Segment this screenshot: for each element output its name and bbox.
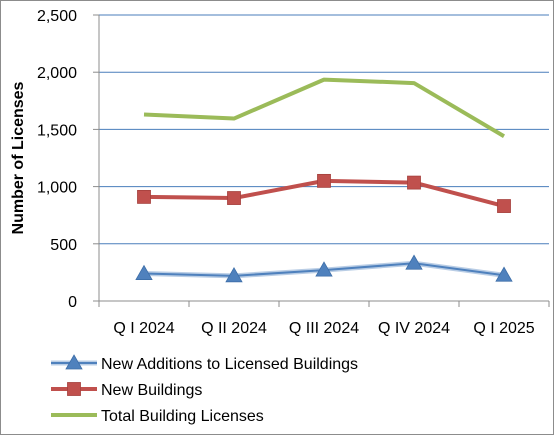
- legend-item: New Additions to Licensed Buildings: [51, 354, 358, 373]
- legend-label: New Buildings: [101, 382, 202, 399]
- series-new-additions-to-licensed-buildings: [135, 254, 513, 283]
- square-marker: [497, 199, 511, 213]
- square-marker: [317, 173, 331, 188]
- series-lines: [135, 77, 513, 283]
- y-tick-label: 500: [50, 237, 77, 254]
- square-marker: [67, 382, 81, 396]
- y-tick-label: 1,000: [37, 180, 77, 197]
- legend-label: New Additions to Licensed Buildings: [101, 356, 358, 373]
- legend-item: New Buildings: [51, 382, 202, 399]
- triangle-marker: [495, 266, 513, 282]
- x-tick-label: Q I 2024: [113, 320, 174, 337]
- legend-item: Total Building Licenses: [51, 408, 264, 425]
- triangle-marker: [225, 267, 243, 283]
- triangle-marker: [405, 254, 423, 270]
- legend-label: Total Building Licenses: [101, 408, 264, 425]
- y-tick-label: 0: [68, 294, 77, 311]
- square-marker: [137, 189, 151, 204]
- square-marker: [227, 191, 241, 205]
- triangle-marker: [135, 264, 153, 280]
- legend: New Additions to Licensed Buildings New B…: [51, 354, 358, 425]
- y-tick-labels: 0 500 1,000 1,500 2,000 2,500: [37, 8, 77, 311]
- triangle-marker: [315, 261, 333, 277]
- axes: [93, 14, 550, 307]
- y-tick-label: 1,500: [37, 122, 77, 139]
- gridlines: [99, 14, 549, 245]
- y-tick-label: 2,000: [37, 65, 77, 82]
- series-line: [143, 77, 506, 138]
- x-tick-labels: Q I 2024 Q II 2024 Q III 2024 Q IV 2024 Q I …: [113, 320, 534, 337]
- x-tick-label: Q I 2025: [473, 320, 534, 337]
- y-tick-label: 2,500: [37, 8, 77, 25]
- square-marker: [407, 175, 421, 190]
- x-tick-label: Q IV 2024: [378, 320, 450, 337]
- series-new-buildings: [137, 173, 511, 213]
- series-total-building-licenses: [143, 77, 506, 138]
- y-axis-label: Number of Licenses: [10, 81, 27, 234]
- x-tick-label: Q III 2024: [289, 320, 359, 337]
- triangle-marker: [65, 354, 83, 370]
- x-tick-label: Q II 2024: [201, 320, 267, 337]
